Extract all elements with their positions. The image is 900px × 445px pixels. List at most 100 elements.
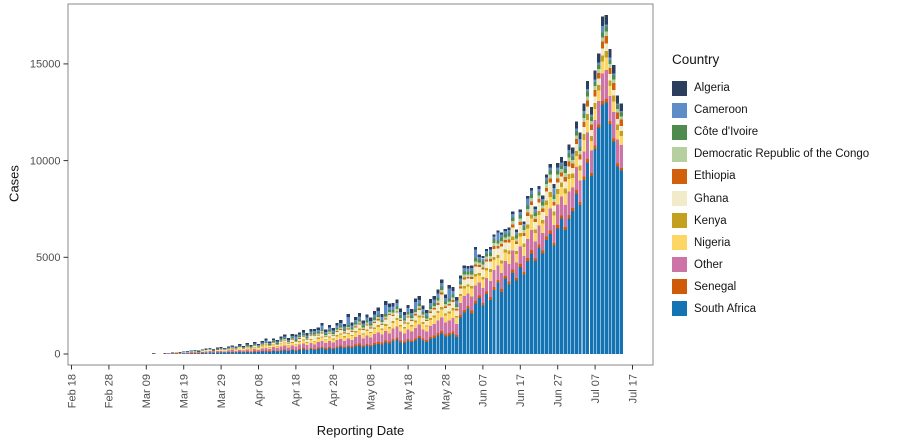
bar-segment (369, 327, 373, 329)
bar-segment (477, 254, 481, 257)
bar-segment (548, 170, 552, 175)
bar-segment (574, 167, 578, 191)
bar-segment (256, 352, 261, 354)
bar-segment (440, 286, 444, 290)
x-tick-label: Mar 19 (178, 374, 190, 408)
bar-segment (619, 144, 623, 168)
bar-segment (391, 306, 395, 311)
bar-segment (571, 163, 575, 168)
bar-segment (283, 349, 287, 351)
stacked-bar (279, 336, 283, 354)
stacked-bar (256, 343, 261, 354)
bar-segment (563, 226, 567, 231)
bar-segment (320, 323, 324, 326)
bar-segment (593, 120, 597, 146)
bar-segment (279, 350, 283, 354)
bar-segment (316, 348, 320, 354)
bar-segment (313, 335, 317, 341)
bar-segment (350, 346, 354, 348)
bar-segment (342, 323, 347, 327)
bar-segment (182, 353, 186, 354)
bar-segment (286, 350, 291, 352)
bar-segment (470, 267, 474, 272)
bar-segment (395, 306, 399, 310)
bar-segment (544, 180, 549, 185)
bar-segment (354, 317, 358, 321)
bar-segment (529, 214, 534, 219)
bar-segment (380, 344, 384, 354)
stacked-bar (619, 103, 623, 354)
bar-segment (529, 188, 534, 191)
bar-segment (541, 223, 545, 234)
legend-swatch (672, 102, 687, 118)
bar-segment (271, 351, 276, 354)
bar-segment (436, 320, 440, 334)
bar-segment (507, 239, 511, 243)
bar-segment (421, 312, 425, 315)
bar-segment (537, 244, 541, 248)
bar-segment (582, 134, 586, 140)
bar-segment (440, 279, 444, 284)
bar-segment (462, 277, 466, 280)
bar-segment (537, 191, 541, 196)
bar-segment (567, 215, 571, 219)
bar-segment (447, 333, 451, 336)
bar-segment (455, 323, 459, 335)
bar-segment (294, 336, 298, 340)
bar-segment (320, 341, 324, 347)
bar-segment (455, 317, 459, 324)
stacked-bar (567, 144, 571, 354)
bar-segment (589, 124, 593, 130)
bar-segment (410, 312, 414, 316)
bar-segment (537, 185, 541, 189)
bar-segment (466, 286, 470, 294)
bar-segment (327, 346, 332, 349)
legend-label: Nigeria (694, 236, 731, 249)
stacked-bar (223, 347, 227, 354)
bar-segment (485, 248, 489, 252)
bar-segment (271, 345, 276, 348)
legend-label: Algeria (694, 82, 730, 95)
bar-segment (406, 316, 410, 318)
bar-segment (372, 328, 377, 335)
bar-segment (395, 320, 399, 327)
bar-segment (425, 309, 429, 314)
bar-segment (503, 240, 507, 243)
bar-segment (488, 249, 492, 253)
bar-segment (529, 205, 534, 215)
bar-segment (455, 297, 459, 301)
bar-segment (260, 343, 264, 345)
bar-segment (488, 268, 492, 272)
bar-segment (399, 342, 403, 354)
bar-segment (309, 334, 313, 336)
bar-segment (428, 302, 433, 307)
bar-segment (421, 308, 425, 313)
bar-segment (597, 72, 601, 79)
bar-segment (238, 344, 242, 346)
bar-segment (245, 349, 249, 352)
bar-segment (264, 338, 268, 341)
bar-segment (305, 337, 309, 339)
bar-segment (342, 326, 347, 330)
bar-segment (492, 248, 496, 257)
bar-segment (593, 149, 597, 354)
bar-segment (215, 347, 219, 349)
x-tick-label: Jun 27 (552, 374, 564, 407)
bar-segment (563, 160, 567, 166)
bar-segment (354, 344, 358, 347)
bar-segment (253, 343, 257, 345)
bar-segment (309, 347, 313, 350)
stacked-bar (507, 227, 511, 354)
bar-segment (619, 119, 623, 126)
x-tick-label: Feb 28 (104, 374, 116, 408)
bar-segment (361, 330, 365, 334)
bar-segment (402, 328, 406, 334)
bar-segment (346, 338, 350, 346)
bar-segment (574, 121, 578, 129)
bar-segment (571, 160, 575, 164)
bar-segment (436, 293, 440, 298)
stacked-bar (309, 329, 313, 354)
bar-segment (481, 264, 485, 268)
bar-segment (556, 174, 560, 179)
bar-segment (200, 352, 204, 354)
